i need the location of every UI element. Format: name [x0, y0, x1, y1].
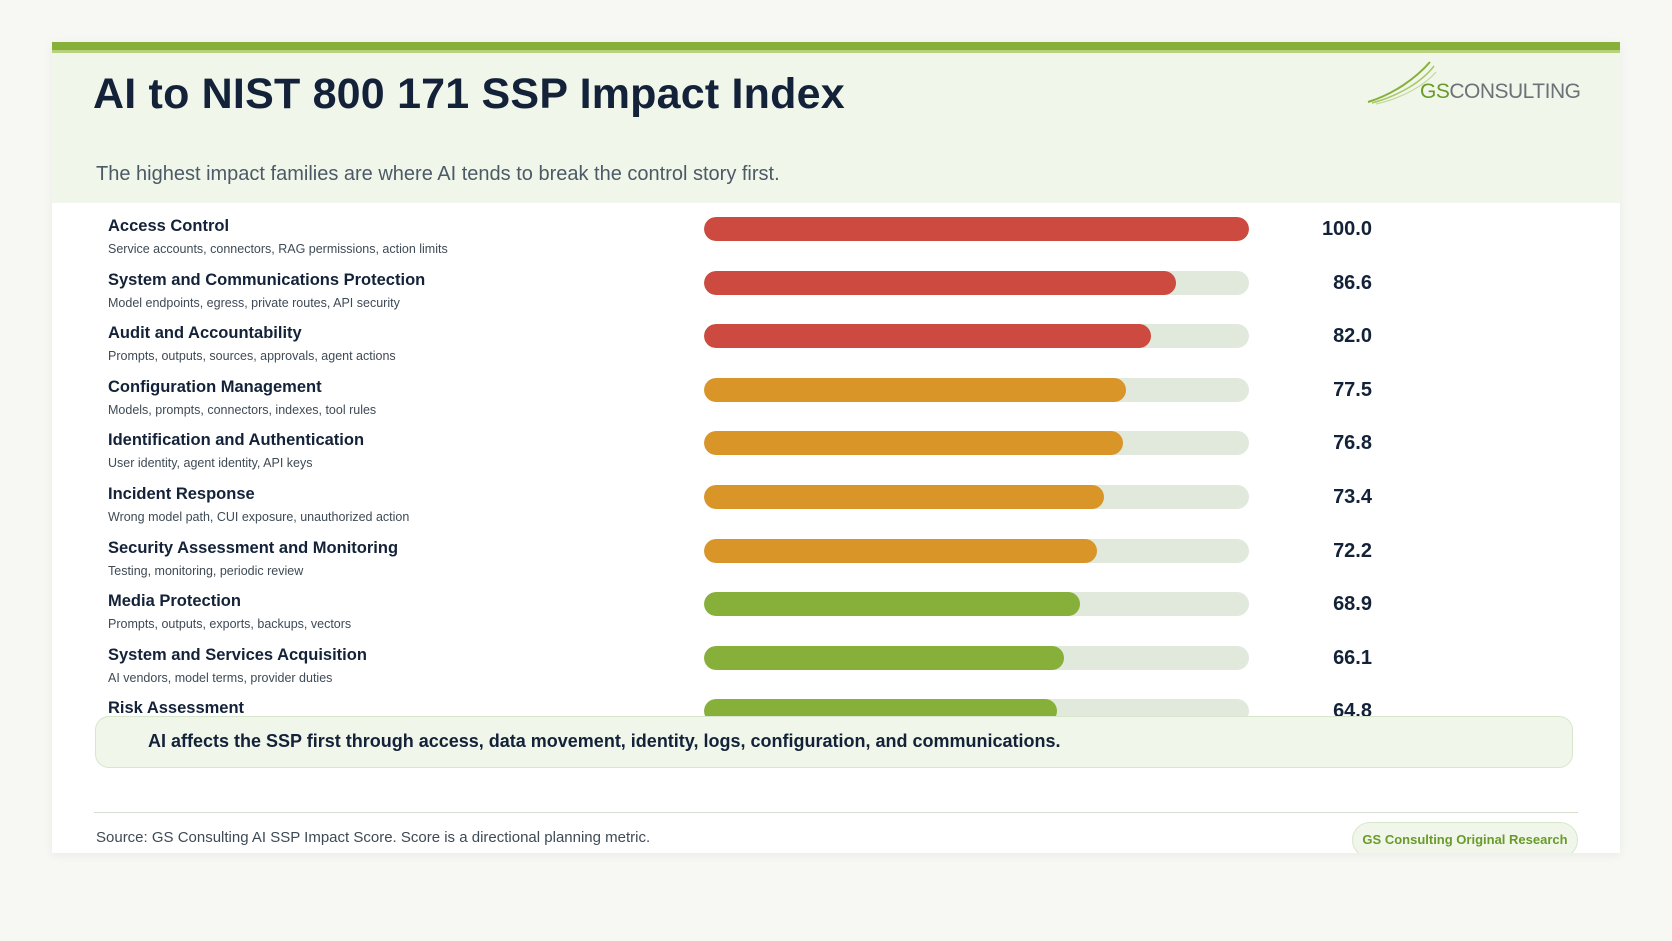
- chart-row: Configuration Management Models, prompts,…: [52, 377, 1620, 434]
- bar: [704, 270, 1176, 295]
- chart-row: Incident Response Wrong model path, CUI e…: [52, 485, 1620, 541]
- category-description: Wrong model path, CUI exposure, unauthor…: [108, 510, 410, 524]
- bar: [704, 538, 1098, 563]
- chart-row: Security Assessment and Monitoring Testin…: [52, 538, 1620, 595]
- chart-row: Audit and Accountability Prompts, outputs…: [52, 324, 1620, 380]
- bar: [704, 324, 1151, 349]
- accent-top-bar-light: [52, 50, 1620, 53]
- page-subtitle: The highest impact families are where AI…: [96, 163, 780, 185]
- category-label: System and Services Acquisition: [108, 645, 367, 664]
- category-description: Model endpoints, egress, private routes,…: [108, 295, 400, 310]
- bar-track: [704, 645, 1249, 670]
- source-note: Source: GS Consulting AI SSP Impact Scor…: [96, 829, 651, 846]
- footer-divider: [94, 812, 1578, 813]
- value-label: 72.2: [1333, 539, 1372, 562]
- report-card: AI to NIST 800 171 SSP Impact Index The …: [52, 42, 1620, 853]
- bar: [704, 431, 1123, 456]
- bar-track: [704, 592, 1249, 617]
- swoosh-logo-icon: [1367, 61, 1437, 105]
- category-description: Testing, monitoring, periodic review: [108, 563, 304, 578]
- category-label: Security Assessment and Monitoring: [108, 538, 399, 557]
- accent-top-bar: [52, 42, 1620, 50]
- category-label: Access Control: [108, 217, 230, 235]
- value-label: 86.6: [1333, 271, 1372, 294]
- logo-consulting-text: CONSULTING: [1449, 80, 1581, 103]
- chart-row: System and Communications Protection Mode…: [52, 270, 1620, 327]
- header-panel: AI to NIST 800 171 SSP Impact Index The …: [52, 53, 1620, 203]
- company-logo: GSCONSULTING: [1420, 80, 1581, 104]
- logo-gs-text: GS: [1420, 80, 1450, 103]
- value-label: 82.0: [1333, 325, 1372, 348]
- category-description: Prompts, outputs, exports, backups, vect…: [108, 617, 352, 632]
- category-description: Service accounts, connectors, RAG permis…: [108, 242, 448, 256]
- chart-row: Media Protection Prompts, outputs, export…: [52, 592, 1620, 648]
- category-label: Audit and Accountability: [108, 324, 302, 343]
- bar: [704, 377, 1127, 402]
- bar: [704, 592, 1080, 617]
- category-label: Media Protection: [108, 592, 241, 611]
- category-label: Risk Assessment: [108, 699, 245, 718]
- bar-track: [704, 270, 1249, 295]
- value-label: 73.4: [1333, 486, 1372, 508]
- bar-track: [704, 377, 1249, 402]
- category-label: Incident Response: [108, 485, 255, 503]
- bar: [704, 485, 1105, 509]
- chart-row: System and Services Acquisition AI vendor…: [52, 645, 1620, 702]
- bar-track: [704, 431, 1249, 456]
- value-label: 100.0: [1321, 218, 1372, 240]
- category-label: Configuration Management: [108, 377, 322, 396]
- value-label: 66.1: [1333, 646, 1372, 669]
- category-description: User identity, agent identity, API keys: [108, 456, 313, 471]
- research-badge: GS Consulting Original Research: [1352, 822, 1578, 853]
- category-label: System and Communications Protection: [108, 270, 426, 289]
- bar: [704, 217, 1249, 241]
- category-description: Models, prompts, connectors, indexes, to…: [108, 402, 377, 417]
- bar-track: [704, 324, 1249, 349]
- bar-track: [704, 485, 1249, 509]
- page-title: AI to NIST 800 171 SSP Impact Index: [93, 70, 845, 118]
- callout-text: AI affects the SSP first through access,…: [148, 731, 1061, 751]
- bar: [704, 645, 1065, 670]
- chart-row: Access Control Service accounts, connecto…: [52, 217, 1620, 273]
- value-label: 76.8: [1333, 432, 1372, 455]
- bar-track: [704, 538, 1249, 563]
- value-label: 77.5: [1333, 378, 1372, 401]
- value-label: 68.9: [1333, 593, 1372, 616]
- bar-track: [704, 217, 1249, 241]
- chart-row: Identification and Authentication User id…: [52, 431, 1620, 487]
- category-description: Prompts, outputs, sources, approvals, ag…: [108, 349, 396, 364]
- callout-box: AI affects the SSP first through access,…: [95, 716, 1573, 768]
- category-description: AI vendors, model terms, provider duties: [108, 670, 333, 685]
- category-label: Identification and Authentication: [108, 431, 365, 450]
